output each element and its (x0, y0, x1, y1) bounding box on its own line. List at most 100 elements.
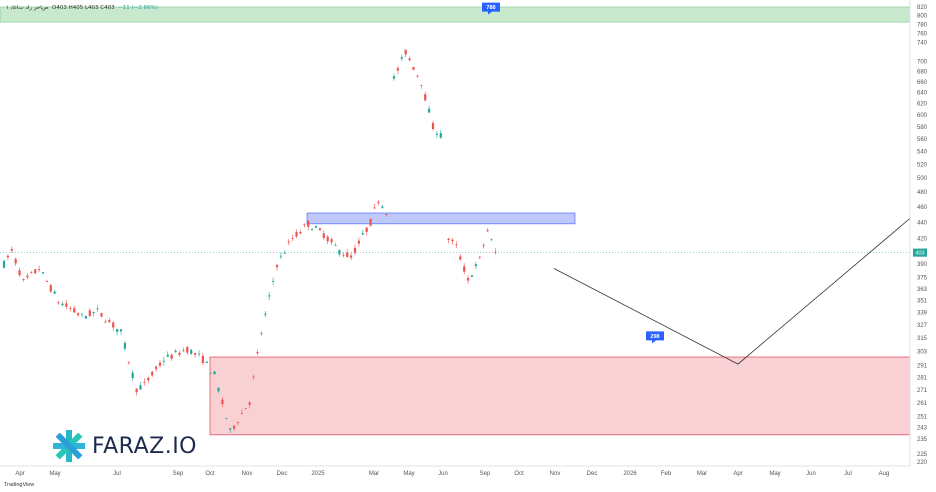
level-badge-788-shape (482, 2, 500, 15)
symbol-info: ۱ ﺹﺎﺧﺮ ﺭﺍﺩ ﺕﺎﻏﺎﺑ O403 H405 L403 C403 −11… (6, 5, 158, 11)
candle-body (240, 413, 243, 415)
y-tick-label: 780 (917, 22, 928, 28)
resistance-zone (306, 212, 576, 225)
x-tick-label: Mar (369, 471, 379, 477)
candle-body (186, 347, 189, 353)
candle-body (350, 255, 353, 258)
y-tick-label: 261 (917, 401, 928, 407)
candle-body (158, 362, 162, 366)
y-tick-label: 520 (917, 163, 928, 169)
candle-body (400, 57, 403, 59)
candle-body (139, 385, 142, 390)
candle-body (459, 256, 462, 260)
candle-body (174, 350, 177, 353)
candlestick-series (2, 49, 497, 434)
candle-body (385, 214, 388, 215)
candle-body (92, 312, 95, 314)
candle-body (463, 266, 466, 272)
candle-body (326, 236, 329, 242)
x-tick-label: May (769, 471, 780, 477)
candle-body (490, 239, 493, 241)
candle-body (100, 312, 103, 317)
candle-body (412, 67, 415, 70)
time-axis: Apr May Jul Sep Oct Nov Dec 2025 Mar May Jun Sep Oct… (0, 465, 910, 477)
candle-body (420, 84, 423, 86)
y-tick-label: 291 (917, 363, 928, 369)
y-tick-label: 800 (917, 14, 928, 20)
candle-body (80, 313, 84, 315)
candle-body (311, 229, 314, 231)
candle-body (272, 281, 275, 283)
candle-body (123, 342, 126, 349)
candle-body (369, 218, 372, 226)
y-tick-label: 580 (917, 125, 928, 131)
y-tick-label: 220 (917, 460, 928, 466)
tradingview-watermark: TradingView (4, 482, 35, 488)
candle-body (34, 269, 37, 274)
y-tick-label: 440 (917, 220, 928, 226)
y-tick-label: 480 (917, 190, 928, 196)
candle-body (291, 238, 294, 239)
candle-body (318, 228, 321, 231)
candle-body (334, 245, 337, 246)
star-logo-icon (53, 430, 85, 462)
y-tick-label: 640 (917, 91, 928, 97)
projection-line (553, 218, 911, 365)
y-tick-label: 339 (917, 310, 928, 316)
x-tick-label: Jun (438, 471, 448, 477)
candle-body (131, 372, 134, 378)
y-tick-label: 460 (917, 205, 928, 211)
candle-body (392, 76, 396, 79)
candle-body (2, 260, 6, 268)
candle-body (346, 252, 349, 257)
candle-body (287, 241, 290, 243)
candle-body (494, 251, 497, 253)
y-tick-label: 281 (917, 375, 928, 381)
candle-body (260, 333, 263, 334)
candle-body (73, 308, 76, 313)
candle-body (486, 230, 489, 232)
candle-body (396, 68, 399, 71)
candle-body (268, 295, 271, 297)
candle-body (10, 249, 13, 251)
y-tick-label: 225 (917, 452, 928, 458)
candle-body (275, 265, 279, 268)
candle-body (236, 422, 240, 424)
y-tick-label: 420 (917, 236, 928, 242)
candle-body (424, 94, 427, 101)
candle-body (229, 428, 232, 430)
x-tick-label: May (49, 471, 60, 477)
candle-body (342, 254, 345, 256)
candle-body (381, 206, 384, 208)
candle-body (41, 272, 45, 274)
x-tick-label: Sep (173, 471, 184, 477)
candle-body (22, 279, 25, 280)
candle-body (18, 270, 21, 276)
candle-body (14, 258, 17, 264)
y-tick-label: 660 (917, 80, 928, 86)
candle-body (264, 313, 267, 315)
last-price-tag-bg (913, 248, 927, 257)
candle-body (38, 269, 41, 271)
candle-body (96, 308, 99, 310)
candle-body (377, 201, 380, 204)
last-price-tag: 403 (913, 248, 927, 257)
candle-body (330, 239, 333, 243)
y-tick-label: 740 (917, 41, 928, 47)
candle-body (353, 247, 357, 254)
candle-body (182, 350, 185, 352)
x-tick-label: Apr (733, 471, 742, 477)
x-tick-label: Oct (205, 471, 215, 477)
y-tick-label: 243 (917, 426, 928, 432)
x-tick-label: 2025 (311, 471, 325, 477)
y-tick-label: 540 (917, 149, 928, 155)
chart-zones (0, 6, 911, 436)
candle-body (217, 387, 220, 392)
ohlc-values: O403 H405 L403 C403 (52, 5, 115, 11)
faraz-logo: FARAZ.IO (52, 428, 197, 464)
y-tick-label: 700 (917, 60, 928, 66)
candle-body (147, 377, 150, 381)
candle-body (431, 123, 435, 130)
candle-body (77, 313, 80, 316)
